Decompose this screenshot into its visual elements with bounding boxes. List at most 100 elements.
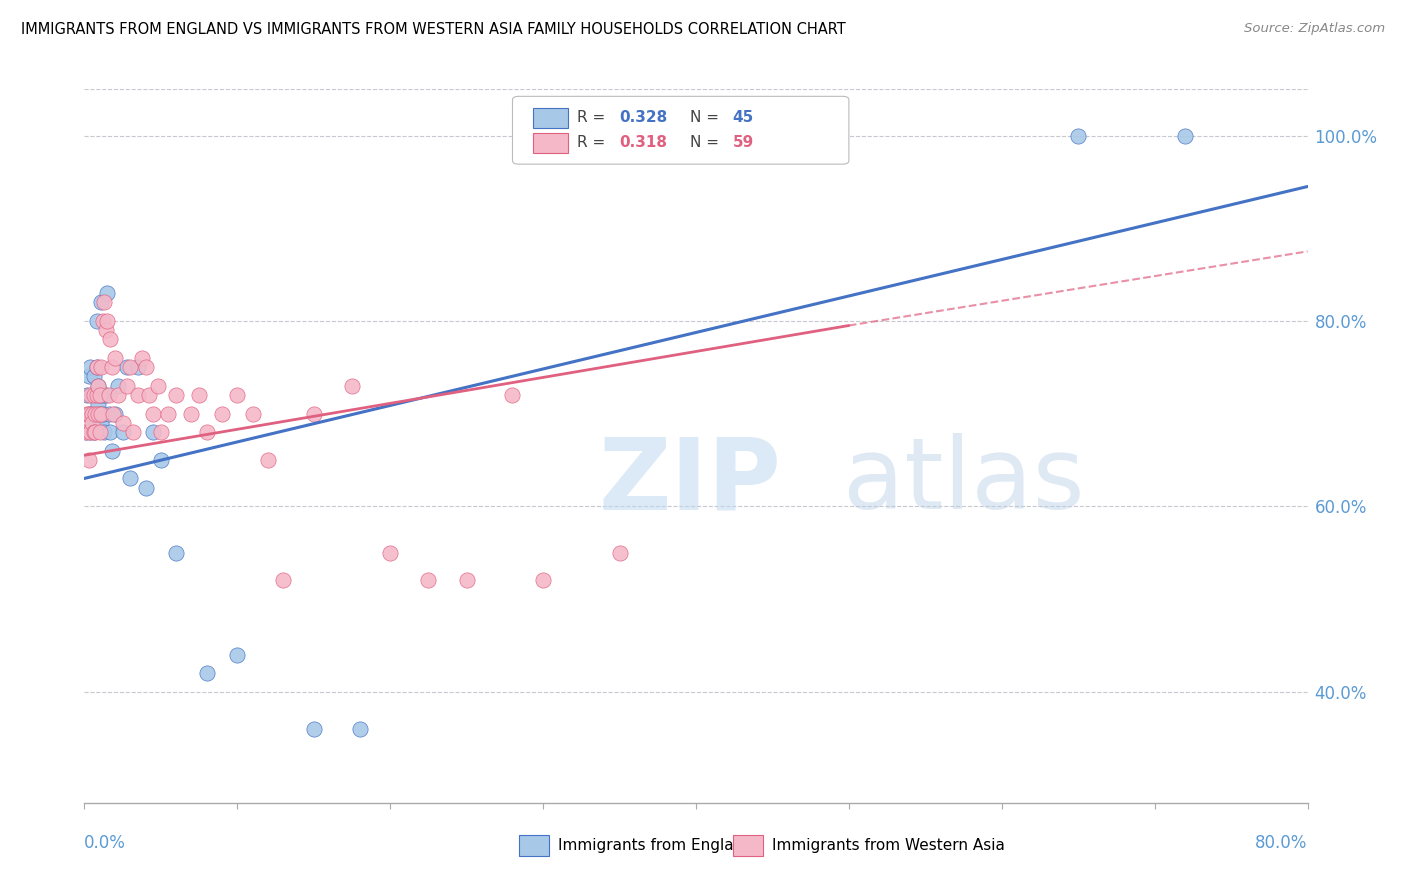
Point [98, 425, 121, 439]
Point [89, 388, 111, 402]
Point [271, 574, 294, 588]
Point [1067, 128, 1090, 143]
Point [93, 425, 115, 439]
Point [75, 425, 97, 439]
Point [83, 388, 105, 402]
Point [91, 388, 114, 402]
Point [302, 407, 325, 421]
Point [142, 425, 165, 439]
Point [84, 416, 107, 430]
Point [87, 407, 110, 421]
Point [87, 378, 110, 392]
Point [146, 378, 169, 392]
Text: R =: R = [578, 136, 610, 150]
Point [90, 407, 112, 421]
Point [418, 574, 440, 588]
Point [97, 388, 120, 402]
Point [76, 407, 98, 421]
Point [79, 425, 101, 439]
Point [195, 666, 218, 681]
Point [89, 407, 111, 421]
Text: 0.0%: 0.0% [84, 834, 127, 852]
Point [349, 722, 371, 736]
Text: IMMIGRANTS FROM ENGLAND VS IMMIGRANTS FROM WESTERN ASIA FAMILY HOUSEHOLDS CORREL: IMMIGRANTS FROM ENGLAND VS IMMIGRANTS FR… [21, 22, 846, 37]
Point [83, 425, 105, 439]
Point [83, 425, 105, 439]
Point [87, 397, 110, 411]
Point [77, 407, 100, 421]
Point [77, 369, 100, 384]
Point [135, 360, 157, 375]
Text: 0.318: 0.318 [619, 136, 666, 150]
Point [1174, 128, 1197, 143]
Point [380, 545, 402, 559]
Point [257, 453, 280, 467]
Point [91, 407, 114, 421]
Point [111, 425, 134, 439]
Point [76, 388, 98, 402]
Text: 45: 45 [733, 111, 754, 125]
Point [188, 388, 211, 402]
Point [94, 323, 117, 337]
Point [86, 314, 108, 328]
Point [120, 360, 142, 375]
Text: Source: ZipAtlas.com: Source: ZipAtlas.com [1244, 22, 1385, 36]
Point [89, 425, 111, 439]
Point [138, 388, 160, 402]
Point [104, 351, 127, 365]
Point [77, 407, 100, 421]
Point [127, 388, 149, 402]
Point [502, 388, 524, 402]
Point [127, 360, 149, 375]
Point [84, 407, 107, 421]
Point [111, 416, 134, 430]
Point [98, 333, 121, 347]
Point [107, 378, 129, 392]
Text: Immigrants from England: Immigrants from England [558, 838, 752, 853]
Point [101, 443, 124, 458]
Point [165, 545, 187, 559]
Text: Immigrants from Western Asia: Immigrants from Western Asia [772, 838, 1005, 853]
Point [180, 407, 202, 421]
Point [94, 388, 117, 402]
Point [93, 295, 115, 310]
Point [195, 425, 218, 439]
Point [226, 648, 249, 662]
Point [104, 407, 127, 421]
Point [165, 388, 187, 402]
Point [115, 378, 138, 392]
Point [86, 407, 108, 421]
Text: 80.0%: 80.0% [1256, 834, 1308, 852]
Point [122, 425, 145, 439]
Point [90, 360, 112, 375]
Bar [733, 835, 763, 856]
Point [96, 314, 118, 328]
Point [456, 574, 478, 588]
Point [242, 407, 264, 421]
Point [226, 388, 249, 402]
Bar [519, 835, 550, 856]
Point [149, 425, 172, 439]
FancyBboxPatch shape [513, 96, 849, 164]
Text: R =: R = [578, 111, 610, 125]
Point [340, 378, 363, 392]
Point [83, 369, 105, 384]
Point [97, 407, 120, 421]
Bar [533, 134, 568, 153]
Text: 0.328: 0.328 [619, 111, 668, 125]
Point [107, 388, 129, 402]
Point [131, 351, 153, 365]
Point [80, 416, 103, 430]
Point [80, 388, 103, 402]
Point [157, 407, 180, 421]
Point [77, 453, 100, 467]
Point [84, 425, 107, 439]
Point [96, 286, 118, 301]
Point [89, 388, 111, 402]
Bar [533, 109, 568, 128]
Text: atlas: atlas [842, 434, 1084, 530]
Point [211, 407, 233, 421]
Point [142, 407, 165, 421]
Point [75, 425, 97, 439]
Point [103, 407, 125, 421]
